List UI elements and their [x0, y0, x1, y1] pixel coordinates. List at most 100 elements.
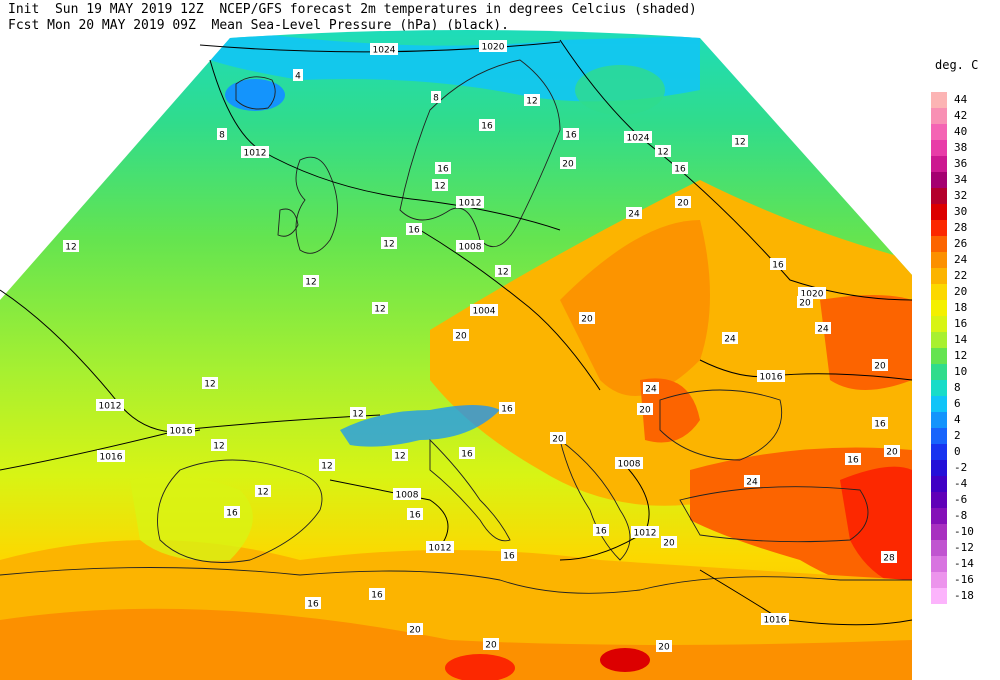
isobar-label: 1012 [426, 541, 454, 554]
header-line-init: Init Sun 19 MAY 2019 12Z NCEP/GFS foreca… [8, 2, 697, 17]
isobar-label: 1008 [456, 240, 484, 253]
svg-text:16: 16 [408, 226, 420, 236]
svg-text:20: 20 [677, 199, 689, 209]
temperature-label: 16 [563, 128, 579, 141]
legend-swatch [931, 428, 947, 444]
isobar-label: 1008 [393, 488, 421, 501]
isobar-label: 1024 [624, 131, 652, 144]
temperature-label: 12 [63, 240, 79, 253]
svg-text:16: 16 [461, 450, 473, 460]
svg-text:1012: 1012 [634, 529, 657, 539]
legend-swatch [931, 108, 947, 124]
legend-label: -8 [954, 509, 968, 522]
legend-swatch [931, 316, 947, 332]
isobar-label: 1016 [97, 450, 125, 463]
svg-text:16: 16 [409, 511, 421, 521]
temperature-label: 16 [672, 162, 688, 175]
legend-swatch [931, 588, 947, 604]
svg-text:20: 20 [886, 448, 898, 458]
svg-text:16: 16 [503, 552, 515, 562]
legend-label: 12 [954, 349, 968, 362]
svg-text:20: 20 [663, 539, 675, 549]
coast-black-sea [659, 389, 783, 461]
svg-text:24: 24 [628, 210, 640, 220]
legend-swatch [931, 220, 947, 236]
legend-label: 14 [954, 333, 968, 346]
temperature-label: 8 [217, 128, 227, 141]
legend-swatch [931, 556, 947, 572]
svg-text:12: 12 [434, 182, 445, 192]
legend-swatch [931, 364, 947, 380]
temperature-label: 20 [483, 638, 499, 651]
legend-label: 24 [954, 253, 968, 266]
temperature-label: 24 [722, 332, 738, 345]
temperature-label: 12 [655, 145, 671, 158]
isobar-1024-east [559, 39, 913, 301]
legend-label: 36 [954, 157, 968, 170]
svg-text:1004: 1004 [473, 307, 496, 317]
coast-ireland [277, 208, 299, 237]
svg-text:12: 12 [497, 268, 508, 278]
legend-label: 44 [954, 93, 968, 106]
russia-warm-shade [560, 220, 710, 396]
svg-text:16: 16 [595, 527, 607, 537]
svg-text:16: 16 [307, 600, 319, 610]
sahara-hot-spot-1 [445, 654, 515, 680]
isobar-label: 1012 [241, 146, 269, 159]
temperature-label: 12 [255, 485, 271, 498]
svg-text:16: 16 [772, 261, 784, 271]
temperature-label: 16 [305, 597, 321, 610]
svg-text:1012: 1012 [99, 402, 122, 412]
isobar-label: 1012 [456, 196, 484, 209]
temperature-label: 20 [884, 445, 900, 458]
legend-label: 42 [954, 109, 968, 122]
iceland-cold-shade [225, 79, 285, 111]
temperature-label: 16 [593, 524, 609, 537]
legend-label: 32 [954, 189, 968, 202]
svg-text:1012: 1012 [244, 149, 267, 159]
alps-cold-shade [340, 405, 500, 447]
coast-north-africa [0, 567, 912, 594]
legend-label: 0 [954, 445, 961, 458]
svg-text:16: 16 [874, 420, 886, 430]
legend-swatch [931, 140, 947, 156]
legend-swatch [931, 284, 947, 300]
balkan-warm-shade [640, 378, 700, 443]
coast-iceland [235, 76, 276, 110]
svg-text:20: 20 [485, 641, 497, 651]
temperature-label: 24 [815, 322, 831, 335]
svg-text:1008: 1008 [618, 460, 641, 470]
legend-swatch [931, 508, 947, 524]
temperature-label: 16 [872, 417, 888, 430]
legend-label: 38 [954, 141, 968, 154]
coast-italy [429, 438, 511, 542]
coast-balkans [559, 438, 631, 561]
temperature-label: 20 [453, 329, 469, 342]
temperature-label: 20 [675, 196, 691, 209]
svg-text:12: 12 [526, 97, 537, 107]
isobar-1008 [419, 229, 601, 391]
isobar-label: 1008 [615, 457, 643, 470]
legend-swatch [931, 172, 947, 188]
legend-label: 18 [954, 301, 968, 314]
legend-label: 22 [954, 269, 968, 282]
temperature-label: 8 [431, 91, 441, 104]
temperature-label: 16 [459, 447, 475, 460]
isobar-label: 1016 [757, 370, 785, 383]
svg-text:12: 12 [305, 278, 316, 288]
svg-text:20: 20 [639, 406, 651, 416]
legend-swatch [931, 236, 947, 252]
svg-text:12: 12 [374, 305, 385, 315]
legend-swatch [931, 300, 947, 316]
svg-text:12: 12 [383, 240, 394, 250]
coast-britain [295, 156, 338, 254]
legend-swatch [931, 156, 947, 172]
temperature-label: 12 [303, 275, 319, 288]
svg-text:12: 12 [213, 442, 224, 452]
legend-label: 20 [954, 285, 968, 298]
isobar-1012-north [209, 59, 561, 231]
temperature-label: 12 [381, 237, 397, 250]
svg-text:1008: 1008 [396, 491, 419, 501]
svg-text:24: 24 [645, 385, 657, 395]
temperature-label: 16 [369, 588, 385, 601]
